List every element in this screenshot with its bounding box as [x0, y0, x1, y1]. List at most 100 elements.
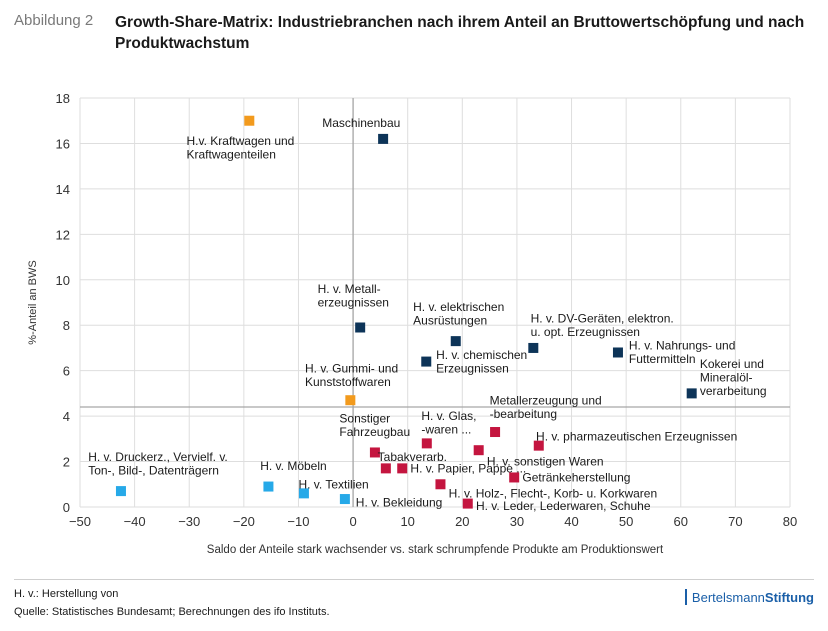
brand-logo: Bertelsmann Stiftung — [684, 589, 814, 605]
point-label-line: H. v. Nahrungs- und — [629, 339, 736, 353]
chart-title: Growth-Share-Matrix: Industriebranchen n… — [115, 14, 805, 52]
point-label-line: H. v. Druckerz., Vervielf. v. — [88, 450, 228, 464]
brand-bar — [684, 589, 687, 605]
point-label-line: Erzeugnissen — [436, 361, 509, 375]
point-label: H. v. Gummi- und Kunststoffwaren — [305, 361, 398, 389]
source-note: Quelle: Statistisches Bundesamt; Berechn… — [14, 606, 330, 618]
x-tick-label: 60 — [674, 514, 688, 529]
point-label: H.v. Kraftwagen und Kraftwagenteilen — [187, 134, 295, 162]
point-label-line: H. v. Glas, — [421, 409, 476, 423]
point-label-line: H. v. Bekleidung — [356, 495, 443, 509]
point-label-line: Maschinenbau — [322, 116, 400, 130]
point-label: H. v. Papier, Pappe ... — [410, 461, 526, 475]
y-tick-label: 16 — [56, 136, 70, 151]
point-label-line: Mineralöl- — [700, 370, 753, 384]
point-label-line: H. v. DV-Geräten, elektron. — [531, 311, 674, 325]
point-label: H. v. Metall-erzeugnissen — [318, 282, 389, 310]
brand-name-part2: Stiftung — [764, 589, 814, 605]
point-label: H. v. Möbeln — [260, 459, 326, 473]
point-label-line: H. v. Papier, Pappe ... — [410, 461, 526, 475]
x-tick-label: 20 — [455, 514, 469, 529]
point-label: Tabakverarb. — [378, 450, 447, 464]
x-axis-label: Saldo der Anteile stark wachsender vs. s… — [207, 544, 664, 556]
point-label: Sonstiger Fahrzeugbau — [339, 411, 410, 439]
point-label-line: -bearbeitung — [490, 407, 557, 421]
x-tick-label: 70 — [728, 514, 742, 529]
data-point — [462, 498, 473, 509]
point-label-line: H. v. elektrischen — [413, 300, 504, 314]
data-point — [298, 488, 309, 499]
point-label-line: H. v. Möbeln — [260, 459, 326, 473]
point-label: H. v. chemischen Erzeugnissen — [436, 348, 527, 376]
point-label-line: H. v. sonstigen Waren — [487, 455, 604, 469]
scatter-chart: −50 −40 −30 −20 −10 0 10 20 30 40 50 60 70 80 0 2 4 6 8 10 1… — [27, 91, 797, 556]
point-label: H. v. elektrischen Ausrüstungen — [413, 300, 504, 328]
y-tick-label: 0 — [63, 500, 70, 515]
y-tick-label: 12 — [56, 227, 70, 242]
point-label: H. v. Druckerz., Vervielf. v. Ton-, Bild-… — [88, 450, 228, 478]
y-axis-label: %-Anteil an BWS — [27, 260, 39, 344]
point-label: Metallerzeugung und -bearbeitung — [490, 393, 602, 421]
point-label: H. v. sonstigen Waren — [487, 455, 604, 469]
x-tick-label: −30 — [178, 514, 200, 529]
data-point — [339, 494, 350, 505]
x-tick-label: 50 — [619, 514, 633, 529]
data-point — [490, 427, 501, 438]
point-label-line: H. v. pharmazeutischen Erzeugnissen — [536, 430, 737, 444]
point-label-line: u. opt. Erzeugnissen — [531, 325, 640, 339]
data-point — [421, 356, 432, 367]
point-label-line: Kokerei und — [700, 357, 764, 371]
x-tick-label: 0 — [349, 514, 356, 529]
data-point — [450, 336, 461, 347]
point-label-line: Sonstiger — [339, 411, 390, 425]
y-tick-label: 14 — [56, 182, 70, 197]
point-label-line: H. v. chemischen — [436, 348, 527, 362]
data-point — [612, 347, 623, 358]
brand-name-part1: Bertelsmann — [691, 589, 765, 605]
point-label: Kokerei und Mineralöl-verarbeitung — [700, 357, 767, 398]
data-point — [421, 438, 432, 449]
y-tick-label: 18 — [56, 91, 70, 106]
point-label-line: Kunststoffwaren — [305, 375, 391, 389]
x-tick-label: 80 — [783, 514, 797, 529]
data-point — [263, 481, 274, 492]
point-label: Getränkeherstellung — [522, 470, 630, 484]
point-label-line: erzeugnissen — [318, 295, 389, 309]
data-point — [528, 342, 539, 353]
x-tick-label: 10 — [400, 514, 414, 529]
x-tick-label: −40 — [124, 514, 146, 529]
data-point — [345, 395, 356, 406]
point-label-line: H. v. Textilien — [298, 477, 368, 491]
point-label-line: Metallerzeugung und — [490, 393, 602, 407]
x-tick-label: −10 — [287, 514, 309, 529]
point-label-line: Fahrzeugbau — [339, 425, 410, 439]
point-label-line: H. v. Gummi- und — [305, 361, 398, 375]
x-tick-label: 40 — [564, 514, 578, 529]
figure-label: Abbildung 2 — [14, 12, 94, 29]
data-point — [435, 479, 446, 490]
point-label: H. v. Textilien — [298, 477, 368, 491]
data-point — [115, 486, 126, 497]
y-tick-label: 8 — [63, 318, 70, 333]
point-label-line: -waren ... — [421, 423, 471, 437]
abbreviation-note: H. v.: Herstellung von — [14, 588, 119, 600]
data-point — [380, 463, 391, 474]
point-label: H. v. Holz-, Flecht-, Korb- u. Korkwaren — [449, 486, 657, 500]
data-point — [473, 445, 484, 456]
y-tick-label: 4 — [63, 409, 70, 424]
point-label-line: H. v. Holz-, Flecht-, Korb- u. Korkwaren — [449, 486, 657, 500]
point-label-line: Tabakverarb. — [378, 450, 447, 464]
point-label-line: Ton-, Bild-, Datenträgern — [88, 464, 219, 478]
data-point — [397, 463, 408, 474]
x-tick-label: −20 — [233, 514, 255, 529]
point-label-line: Getränkeherstellung — [522, 470, 630, 484]
point-label: H. v. DV-Geräten, elektron. u. opt. Erzeu… — [531, 311, 674, 339]
point-label-line: H. v. Metall- — [318, 282, 381, 296]
y-tick-label: 6 — [63, 364, 70, 379]
point-label: Maschinenbau — [322, 116, 400, 130]
point-label-line: H. v. Leder, Lederwaren, Schuhe — [476, 499, 651, 513]
point-label: H. v. Glas, -waren ... — [421, 409, 476, 437]
y-tick-label: 2 — [63, 455, 70, 470]
data-point — [533, 440, 544, 451]
point-label-line: Kraftwagenteilen — [187, 148, 276, 162]
